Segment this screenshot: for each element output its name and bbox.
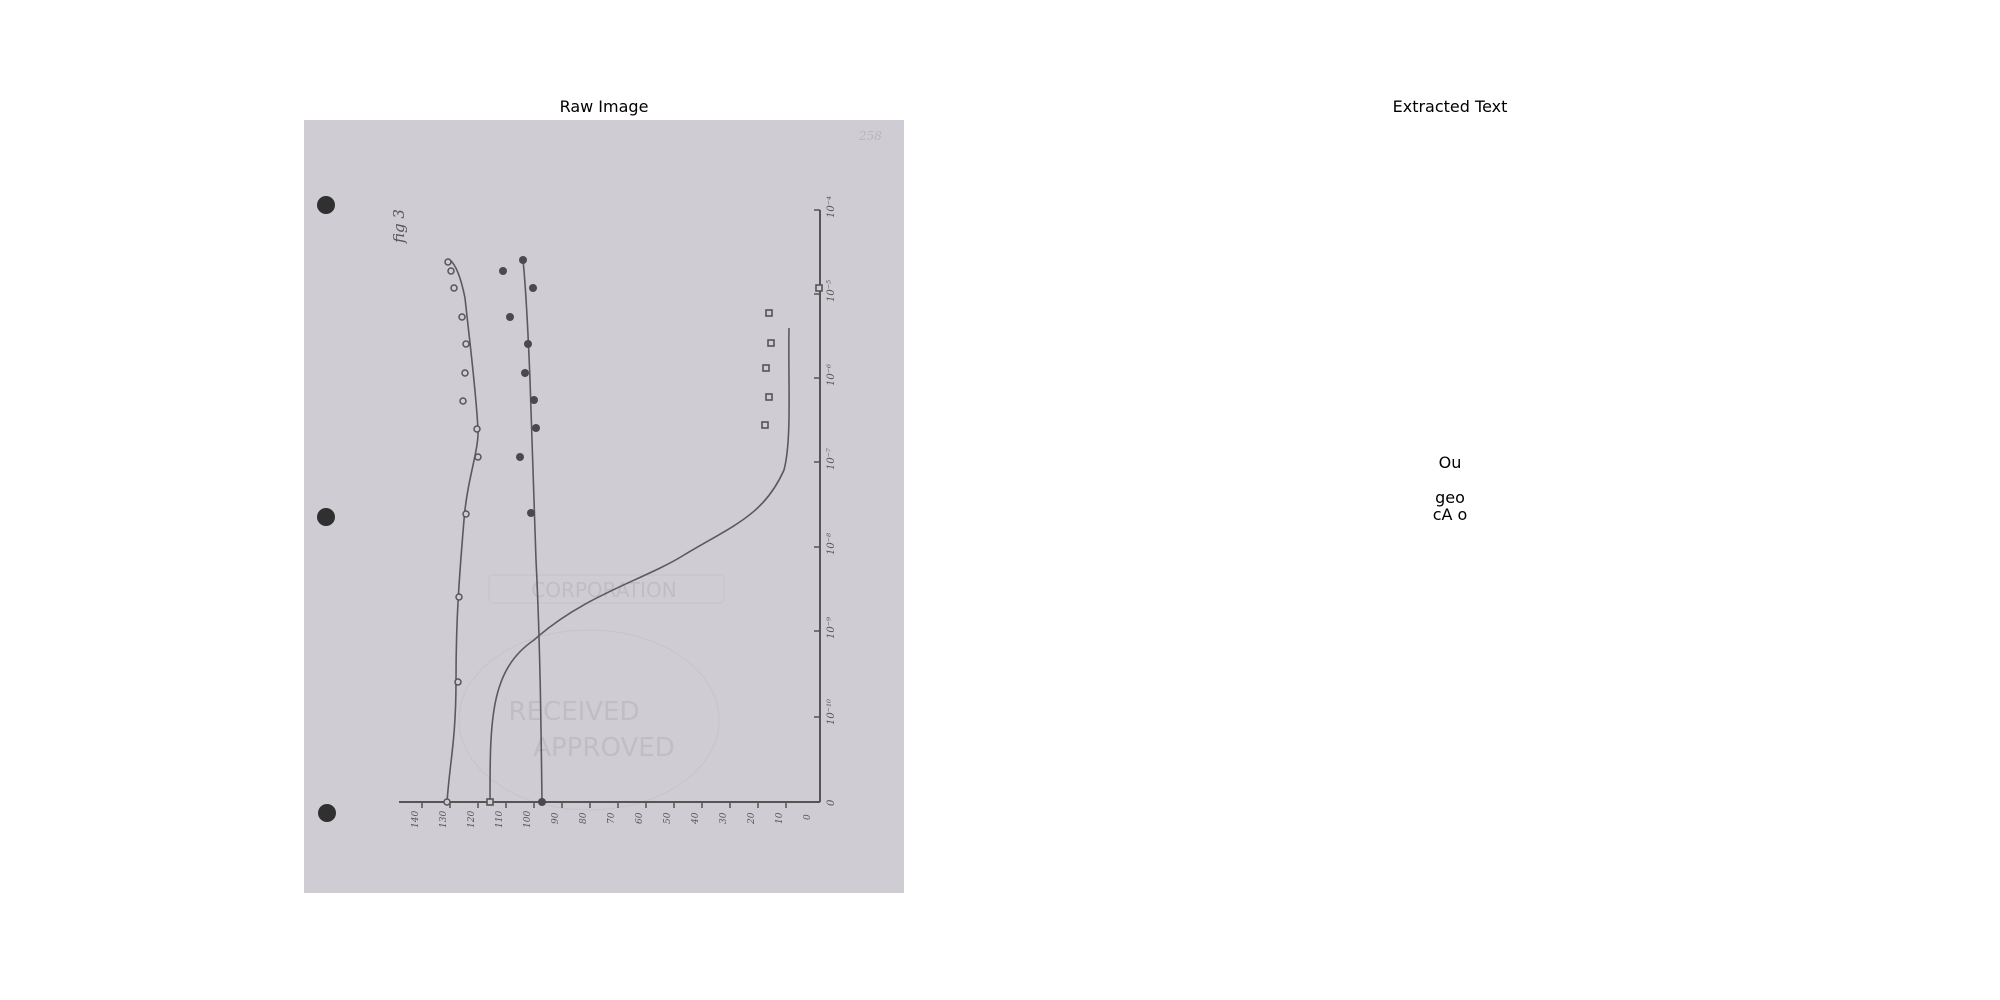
x-tick-label: 140 (411, 811, 421, 828)
filled-circle-marker (530, 396, 538, 404)
y-tick-label: 10⁻⁸ (826, 533, 837, 555)
open-circle-marker (454, 678, 462, 686)
open-circle-marker (455, 593, 463, 601)
plot-axes (399, 210, 821, 803)
filled-circle-marker (532, 424, 540, 432)
y-tick-label: 10⁻⁷ (826, 448, 837, 470)
y-tick-label: 10⁻⁶ (826, 364, 837, 386)
raw-scan-image: 258 CORPORATION RECEIVED APPROVED fig 3 … (304, 120, 904, 893)
filled-circle-marker (506, 313, 514, 321)
filled-circle-marker (524, 340, 532, 348)
x-tick-label: 90 (551, 812, 561, 824)
x-tick-label: 50 (663, 812, 673, 824)
filled-circle-marker (516, 453, 524, 461)
raw-image-title: Raw Image (559, 97, 649, 116)
open-circle-marker (473, 425, 481, 433)
square-marker (815, 284, 823, 292)
open-circle-marker (450, 284, 458, 292)
filled-circle-marker (521, 369, 529, 377)
x-tick-label: 110 (495, 811, 505, 828)
x-tick-label: 20 (747, 812, 757, 825)
binder-hole (318, 804, 336, 822)
page-number: 258 (858, 129, 882, 143)
stamp-watermark (458, 574, 725, 811)
stamp-text: CORPORATION RECEIVED APPROVED (509, 578, 677, 763)
open-circle-marker (443, 798, 451, 806)
x-tick-label: 70 (607, 812, 617, 824)
square-marker (767, 339, 775, 347)
square-marker (761, 421, 769, 429)
x-tick-label: 0 (803, 814, 813, 820)
y-axis-tick-labels: 0 10⁻¹⁰ 10⁻⁹ 10⁻⁸ 10⁻⁷ 10⁻⁶ 10⁻⁵ 10⁻⁴ (826, 196, 837, 806)
open-circle-curve (446, 259, 479, 803)
filled-circle-marker (519, 256, 527, 264)
filled-circle-marker (527, 509, 535, 517)
filled-circle-marker (529, 284, 537, 292)
open-circle-marker (447, 267, 455, 275)
square-marker (762, 364, 770, 372)
filled-circle-marker (499, 267, 507, 275)
x-tick-label: 60 (635, 812, 645, 824)
y-tick-label: 10⁻¹⁰ (826, 699, 837, 725)
open-circle-marker (444, 258, 452, 266)
extracted-text-title: Extracted Text (1392, 97, 1508, 116)
extracted-text-line: Ou (1438, 453, 1462, 472)
x-axis-ticks (421, 802, 787, 808)
x-tick-label: 80 (579, 812, 589, 824)
binder-hole (317, 508, 335, 526)
square-marker (486, 798, 494, 806)
open-circle-marker (474, 453, 482, 461)
stamp-line: RECEIVED (509, 697, 640, 727)
square-markers (486, 284, 823, 806)
figure-label: fig 3 (390, 209, 408, 244)
y-tick-label: 0 (826, 799, 837, 806)
x-tick-label: 130 (439, 811, 449, 828)
y-axis-ticks (814, 209, 820, 718)
open-circle-markers (443, 258, 482, 806)
square-marker (765, 393, 773, 401)
x-tick-label: 100 (523, 811, 533, 828)
y-tick-label: 10⁻⁹ (826, 617, 837, 639)
binder-hole (317, 196, 335, 214)
open-circle-marker (462, 340, 470, 348)
x-tick-label: 120 (467, 811, 477, 828)
x-tick-label: 30 (719, 812, 729, 824)
filled-circle-marker (538, 798, 546, 806)
open-circle-marker (462, 510, 470, 518)
stamp-line: CORPORATION (531, 578, 676, 602)
open-circle-marker (459, 397, 467, 405)
square-marker (765, 309, 773, 317)
stamp-line: APPROVED (533, 733, 674, 763)
extracted-text-line: cA o (1432, 505, 1468, 524)
x-tick-label: 40 (691, 812, 701, 825)
y-tick-label: 10⁻⁴ (826, 196, 837, 218)
y-tick-label: 10⁻⁵ (826, 280, 837, 302)
filled-circle-curve (522, 259, 543, 803)
x-tick-label: 10 (775, 812, 785, 824)
open-circle-marker (458, 313, 466, 321)
filled-circle-markers (499, 256, 546, 806)
extracted-text-line: geo (1435, 488, 1465, 507)
square-curve (489, 327, 790, 803)
open-circle-marker (461, 369, 469, 377)
x-axis-tick-labels: 140 130 120 110 100 90 80 70 60 50 40 30… (411, 811, 813, 828)
